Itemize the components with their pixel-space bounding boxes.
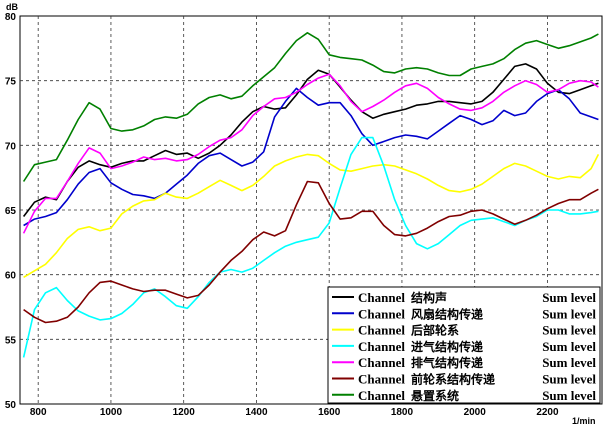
x-tick-label: 1600 bbox=[318, 407, 341, 418]
series-lines bbox=[22, 31, 600, 358]
legend-sum-level: Sum level bbox=[542, 323, 596, 338]
legend-label: Channel 进气结构传递 bbox=[358, 339, 483, 354]
y-axis-ticks: 50 55 60 65 70 75 80 bbox=[5, 12, 17, 411]
legend-sum-level: Sum level bbox=[542, 339, 596, 354]
x-tick-label: 800 bbox=[30, 407, 47, 418]
x-axis-ticks: 800 1000 1200 1400 1600 1800 2000 2200 bbox=[30, 407, 559, 418]
series-line-3 bbox=[23, 153, 600, 278]
y-tick-label: 75 bbox=[5, 77, 17, 88]
x-tick-label: 1400 bbox=[245, 407, 268, 418]
x-tick-label: 1200 bbox=[173, 407, 196, 418]
legend-sum-level: Sum level bbox=[542, 306, 596, 321]
legend-label: Channel 排气结构传递 bbox=[358, 355, 483, 370]
x-axis-label: 1/min bbox=[572, 416, 596, 426]
x-tick-label: 2000 bbox=[464, 407, 487, 418]
series-line-4 bbox=[22, 136, 599, 358]
x-tick-label: 1800 bbox=[391, 407, 414, 418]
x-tick-label: 1000 bbox=[100, 407, 123, 418]
legend-box bbox=[327, 286, 601, 404]
legend: Channel 结构声 Sum level Channel 风扇结构传递 Sum leve… bbox=[327, 286, 601, 404]
legend-sum-level: Sum level bbox=[542, 355, 596, 370]
legend-label: Channel 前轮系结构传递 bbox=[358, 372, 495, 387]
series-line-6 bbox=[23, 180, 599, 324]
series-line-1 bbox=[22, 63, 599, 217]
y-tick-label: 65 bbox=[5, 206, 17, 217]
legend-sum-level: Sum level bbox=[542, 372, 596, 387]
y-tick-label: 80 bbox=[5, 12, 17, 23]
x-tick-label: 2200 bbox=[536, 407, 559, 418]
series-line-2 bbox=[23, 87, 599, 227]
legend-label: Channel 悬置系统 bbox=[358, 388, 459, 403]
series-line-7 bbox=[22, 31, 599, 182]
y-tick-label: 55 bbox=[5, 335, 17, 346]
y-tick-label: 60 bbox=[5, 271, 17, 282]
grid-lines bbox=[20, 16, 602, 404]
y-tick-label: 70 bbox=[5, 141, 17, 152]
legend-sum-level: Sum level bbox=[542, 388, 596, 403]
y-axis-label: dB bbox=[6, 2, 18, 12]
y-tick-label: 50 bbox=[5, 400, 17, 411]
legend-label: Channel 后部轮系 bbox=[358, 323, 459, 338]
series-line-5 bbox=[22, 73, 599, 234]
legend-label: Channel 结构声 bbox=[358, 290, 447, 305]
legend-label: Channel 风扇结构传递 bbox=[358, 306, 483, 321]
legend-sum-level: Sum level bbox=[542, 290, 596, 305]
